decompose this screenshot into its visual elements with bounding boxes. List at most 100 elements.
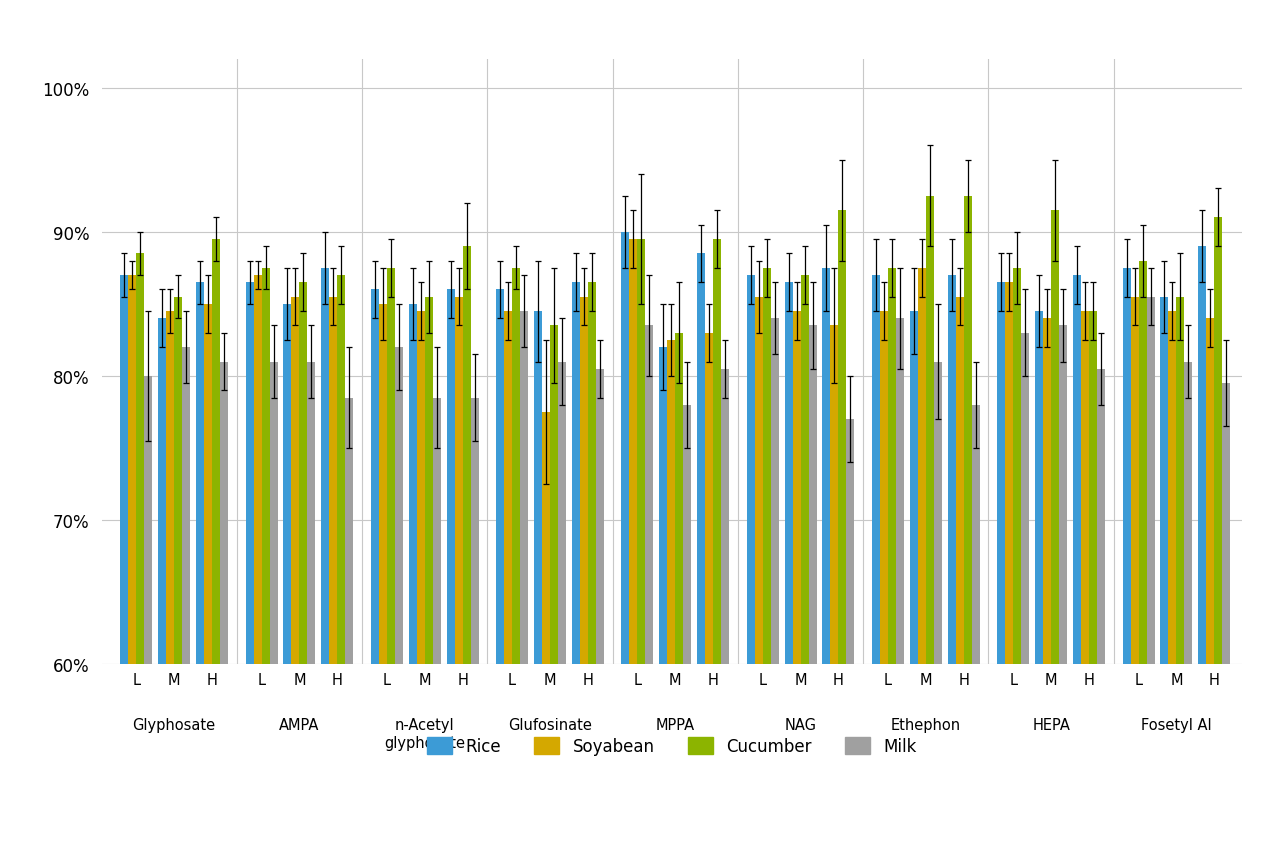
Bar [220,362,228,665]
Text: MPPA: MPPA [655,717,695,732]
Bar [645,326,653,665]
Bar [1222,383,1230,665]
Bar [956,297,964,665]
Bar [1169,312,1176,665]
Bar [947,276,956,665]
Bar [1089,312,1097,665]
Bar [713,239,721,665]
Bar [596,369,604,665]
Bar [972,406,979,665]
Bar [1147,297,1155,665]
Bar [1130,297,1138,665]
Bar [212,239,220,665]
Bar [698,254,705,665]
Bar [1073,276,1082,665]
Bar [1097,369,1105,665]
Bar [1215,218,1222,665]
Text: Glufosinate: Glufosinate [508,717,591,732]
Bar [1014,268,1021,665]
Bar [261,268,270,665]
Bar [454,297,462,665]
Bar [1198,247,1206,665]
Bar [918,268,925,665]
Bar [785,283,792,665]
Bar [1005,283,1014,665]
Bar [721,369,730,665]
Bar [136,254,145,665]
Bar [182,348,191,665]
Bar [520,312,529,665]
Legend: Rice, Soyabean, Cucumber, Milk: Rice, Soyabean, Cucumber, Milk [420,731,924,762]
Bar [166,312,174,665]
Bar [471,398,479,665]
Text: Ethephon: Ethephon [891,717,961,732]
Bar [408,304,417,665]
Bar [755,297,763,665]
Bar [120,276,128,665]
Bar [705,333,713,665]
Bar [387,268,394,665]
Bar [1082,312,1089,665]
Bar [497,290,504,665]
Bar [283,304,292,665]
Bar [321,268,329,665]
Bar [159,319,166,665]
Bar [504,312,512,665]
Bar [329,297,338,665]
Bar [800,276,809,665]
Bar [196,283,204,665]
Bar [846,420,855,665]
Bar [204,304,212,665]
Bar [684,406,691,665]
Bar [580,297,588,665]
Bar [1206,319,1215,665]
Text: n-Acetyl
glyphosate: n-Acetyl glyphosate [384,717,465,750]
Text: AMPA: AMPA [279,717,320,732]
Bar [676,333,684,665]
Bar [379,304,387,665]
Bar [872,276,879,665]
Bar [838,210,846,665]
Bar [1036,312,1043,665]
Bar [667,341,676,665]
Bar [512,268,520,665]
Bar [253,276,261,665]
Text: Fosetyl Al: Fosetyl Al [1140,717,1212,732]
Bar [1138,262,1147,665]
Bar [246,283,253,665]
Bar [1161,297,1169,665]
Bar [637,239,645,665]
Bar [925,197,934,665]
Bar [371,290,379,665]
Bar [934,362,942,665]
Bar [145,377,152,665]
Bar [621,233,630,665]
Bar [270,362,278,665]
Bar [888,268,896,665]
Bar [338,276,346,665]
Text: HEPA: HEPA [1032,717,1070,732]
Bar [534,312,541,665]
Bar [433,398,440,665]
Bar [128,276,136,665]
Bar [174,297,182,665]
Bar [346,398,353,665]
Bar [462,247,471,665]
Bar [292,297,300,665]
Bar [792,312,800,665]
Bar [300,283,307,665]
Bar [558,362,566,665]
Bar [1021,333,1029,665]
Bar [964,197,972,665]
Bar [541,412,550,665]
Bar [550,326,558,665]
Bar [447,290,454,665]
Bar [1051,210,1059,665]
Bar [997,283,1005,665]
Bar [823,268,831,665]
Bar [771,319,778,665]
Text: NAG: NAG [785,717,817,732]
Bar [659,348,667,665]
Bar [1184,362,1193,665]
Bar [910,312,918,665]
